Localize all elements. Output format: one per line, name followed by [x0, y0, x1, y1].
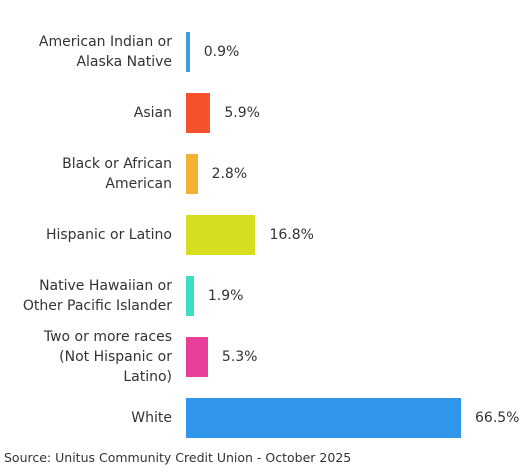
- bar: [186, 32, 190, 72]
- source-note: Source: Unitus Community Credit Union - …: [4, 450, 352, 465]
- value-label: 5.3%: [221, 349, 258, 365]
- value-label: 5.9%: [224, 105, 260, 121]
- category-label: Asian: [133, 105, 172, 121]
- value-label: 1.9%: [207, 288, 244, 304]
- bar: [186, 337, 208, 377]
- value-label: 66.5%: [475, 410, 520, 426]
- category-label: Hispanic or Latino: [45, 227, 172, 243]
- value-label: 16.8%: [269, 227, 314, 243]
- category-label: Two or more races (Not Hispanic or Latin…: [43, 329, 172, 385]
- bar: [186, 215, 256, 255]
- category-label: American Indian or Alaska Native: [38, 34, 172, 70]
- category-label: Native Hawaiian or Other Pacific Islande…: [22, 278, 172, 314]
- value-label: 2.8%: [211, 166, 248, 182]
- category-label: Black or African American: [62, 156, 172, 192]
- category-label: White: [131, 410, 172, 426]
- bar: [186, 398, 461, 438]
- bar: [186, 154, 198, 194]
- value-label: 0.9%: [203, 44, 240, 60]
- bar: [186, 276, 194, 316]
- bar: [186, 93, 211, 133]
